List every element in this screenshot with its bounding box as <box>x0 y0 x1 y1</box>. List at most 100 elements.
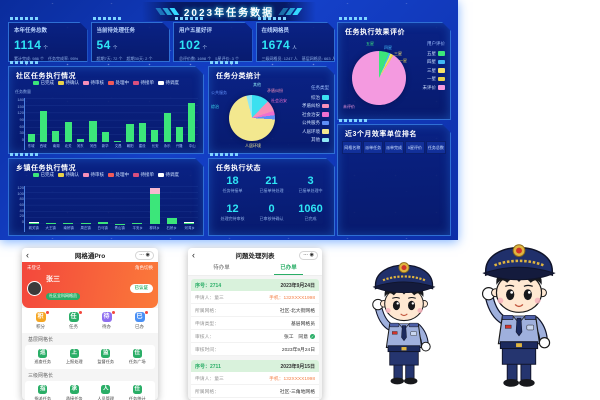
stat-card: 当前待处理任务 54 个超期7天: 72 个 超期30天: 2 个 <box>91 17 171 62</box>
pie-legend-item[interactable]: 三星 <box>427 68 445 74</box>
pie-legend-swatch-icon <box>322 112 329 117</box>
wechat-capsule-menu-icon[interactable]: ⋯ ◉ <box>135 250 154 260</box>
bar-segment[interactable] <box>40 111 47 142</box>
tab-待办单[interactable]: 待办单 <box>213 265 230 271</box>
quick-action-积分[interactable]: 积积分 <box>30 311 52 330</box>
quick-action-任务[interactable]: 任任务 <box>63 311 85 330</box>
pie-legend-item[interactable]: 人居环境 <box>302 129 329 135</box>
pie-legend-item[interactable]: 四星 <box>427 59 445 65</box>
bar-segment[interactable] <box>164 113 171 142</box>
stat-card-body: 本年任务总数 1114 个累计完成: 986 个 任务完成率: 95% <box>8 22 88 62</box>
panel-task-status: 任务执行状态 18 任务待接单 21 已接单待处理 3 已接单处理中 12 处理完待审核 0 已审… <box>208 153 335 236</box>
bar-segment[interactable] <box>52 131 59 142</box>
pie-legend-item[interactable]: 公共服务 <box>302 120 329 126</box>
legend-swatch-icon <box>108 81 114 85</box>
quick-action-label: 积分 <box>36 323 45 329</box>
bar-segment[interactable] <box>77 139 84 142</box>
section-title: 三级网格长 <box>28 373 54 379</box>
menu-item-巡查任务[interactable]: 巡巡查任务 <box>31 348 55 366</box>
phone1-title: 网格通Pro <box>74 253 106 260</box>
legend-item[interactable]: 待确认 <box>58 172 79 178</box>
status-stat: 18 任务待接单 <box>213 175 252 194</box>
avatar[interactable] <box>27 280 42 296</box>
back-icon[interactable]: ‹ <box>26 249 29 260</box>
back-icon[interactable]: ‹ <box>192 249 195 260</box>
legend-item[interactable]: 处理中 <box>108 172 129 178</box>
pie-legend-item[interactable]: 社会治安 <box>302 112 329 118</box>
bar-segment[interactable] <box>29 222 39 223</box>
pie-legend-item[interactable]: 五星 <box>427 51 445 57</box>
stat-card-unit: 个 <box>202 45 208 50</box>
legend-item[interactable]: 待接单 <box>133 172 154 178</box>
pie-legend-item[interactable]: 其他 <box>311 137 329 143</box>
bar-segment[interactable] <box>132 223 142 224</box>
banner-left-label[interactable]: 未登记 <box>27 265 41 270</box>
menu-item-任务广场[interactable]: 任任务广场 <box>125 348 149 366</box>
bar-segment[interactable] <box>29 223 39 224</box>
bar-segment[interactable] <box>102 132 109 142</box>
bar-segment[interactable] <box>176 127 183 142</box>
wechat-capsule-menu-icon[interactable]: ⋯ ◉ <box>299 250 318 260</box>
tab-已办单[interactable]: 已办单 <box>255 262 322 275</box>
bar-segment[interactable] <box>81 223 91 224</box>
pie-legend-label: 三星 <box>427 67 436 73</box>
legend-item[interactable]: 待调度 <box>158 80 179 86</box>
legend-item[interactable]: 待接单 <box>133 80 154 86</box>
bar-column: 北关 <box>62 98 74 150</box>
menu-sections: 基层网格长巡巡查任务上上报处理监监督任务任任务广场 三级网格长指指派任务承承接任务… <box>22 333 158 400</box>
task-card[interactable]: 序号：2711 2023年9月15日 申请人：童三 手机：132XXXX1998 所属网… <box>191 360 319 400</box>
bar-segment[interactable] <box>126 124 133 142</box>
x-axis-tick: 河西 <box>89 143 97 148</box>
pie-legend-item[interactable]: 一星 <box>427 76 445 82</box>
menu-item-承接任务[interactable]: 承承接任务 <box>62 385 86 400</box>
bar-segment[interactable] <box>150 188 160 194</box>
bar-stack <box>37 98 49 142</box>
quick-action-待办[interactable]: 待待办 <box>96 311 118 330</box>
bar-segment[interactable] <box>139 123 146 142</box>
panel-title: 乡镇任务执行情况 <box>16 165 76 172</box>
bar-segment[interactable] <box>151 130 158 142</box>
quick-action-已办[interactable]: 已已办 <box>129 311 151 330</box>
legend-item[interactable]: 待审核 <box>83 172 104 178</box>
legend-item[interactable]: 已完成 <box>33 80 54 86</box>
pie-legend-title: 任务类型 <box>311 85 329 90</box>
legend-item[interactable]: 处理中 <box>108 80 129 86</box>
bar-segment[interactable] <box>167 218 177 224</box>
bar-segment[interactable] <box>65 122 72 142</box>
pie-legend-item[interactable]: 综治 <box>311 95 329 101</box>
legend-item[interactable]: 已完成 <box>33 172 54 178</box>
legend-item[interactable]: 待确认 <box>58 80 79 86</box>
y-axis-tick: 40 <box>19 207 24 213</box>
certified-badge[interactable]: 已认证 <box>129 283 153 293</box>
bar-column: 河西 <box>87 98 99 150</box>
menu-item-监督任务[interactable]: 监监督任务 <box>94 348 118 366</box>
legend-label: 待审核 <box>90 172 104 177</box>
user-name: 张三 <box>46 276 60 283</box>
legend-item[interactable]: 待审核 <box>83 80 104 86</box>
stat-card-unit: 人 <box>292 45 297 50</box>
bar-segment[interactable] <box>89 121 96 142</box>
legend-label: 待确认 <box>65 80 79 85</box>
stat-card-label: 在线网格员 <box>261 28 290 34</box>
bar-segment[interactable] <box>46 223 56 224</box>
bar-segment[interactable] <box>150 194 160 224</box>
bar-segment[interactable] <box>63 223 73 224</box>
task-card[interactable]: 序号：2714 2023年9月24日 申请人：童三 手机：132XXXX1998 所属网… <box>191 279 319 356</box>
bar-segment[interactable] <box>188 103 195 142</box>
switch-role-button[interactable]: 角色切换 <box>135 265 153 270</box>
pie-legend-swatch-icon <box>438 51 445 56</box>
y-axis-tick: 60 <box>19 201 24 207</box>
pie-legend-item[interactable]: 未评价 <box>423 85 446 91</box>
bar-segment[interactable] <box>98 222 108 224</box>
menu-item-指派任务[interactable]: 指指派任务 <box>31 385 55 400</box>
bar-segment[interactable] <box>28 134 35 142</box>
bar-segment[interactable] <box>184 223 194 224</box>
menu-item-任务统计[interactable]: 任任务统计 <box>125 385 149 400</box>
bar-stack <box>77 186 94 224</box>
menu-item-上报处理[interactable]: 上上报处理 <box>62 348 86 366</box>
task-field-value: 基层网格员 <box>291 321 315 327</box>
bar-segment[interactable] <box>114 141 121 142</box>
pie-legend-item[interactable]: 矛盾纠纷 <box>302 103 329 109</box>
legend-item[interactable]: 待调度 <box>158 172 179 178</box>
menu-item-人员管理[interactable]: 人人员管理 <box>94 385 118 400</box>
